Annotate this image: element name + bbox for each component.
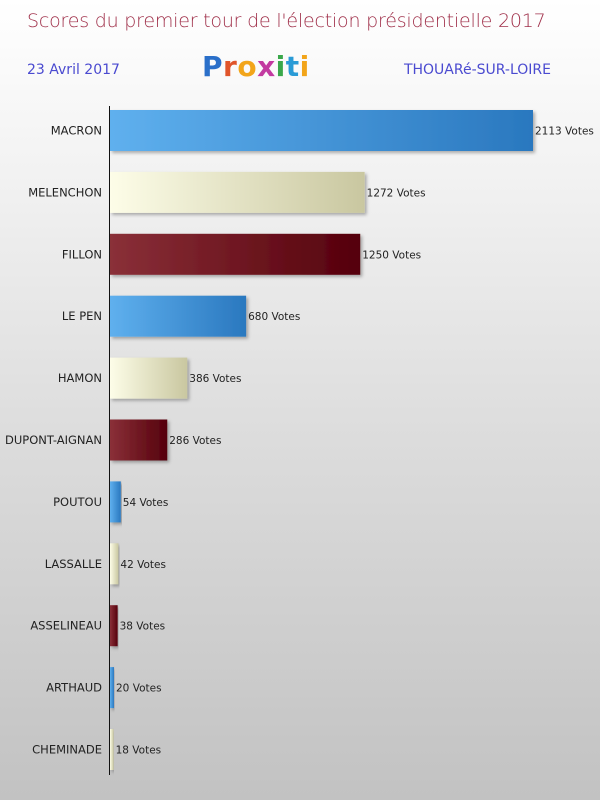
value-label: 18 Votes — [116, 745, 162, 757]
bar-arthaud — [110, 667, 115, 709]
category-label: CHEMINADE — [32, 743, 102, 757]
bar-fillon — [110, 233, 361, 275]
category-label: POUTOU — [53, 495, 102, 509]
category-label: ARTHAUD — [46, 681, 102, 695]
value-label: 38 Votes — [120, 621, 166, 633]
value-label: 386 Votes — [189, 373, 241, 385]
bar-lassalle — [110, 543, 119, 585]
category-label: HAMON — [58, 371, 102, 385]
bar-poutou — [110, 481, 121, 523]
category-label: LASSALLE — [45, 557, 102, 571]
bar-cheminade — [110, 729, 114, 770]
proxiti-logo: Proxiti — [202, 50, 310, 83]
bar-macron — [110, 110, 533, 151]
bar-melenchon — [110, 171, 365, 213]
city-name: THOUARé-SUR-LOIRE — [403, 62, 551, 78]
category-label: MELENCHON — [28, 185, 102, 199]
category-label: LE PEN — [62, 309, 102, 323]
election-date: 23 Avril 2017 — [27, 62, 120, 78]
value-label: 1250 Votes — [362, 249, 421, 261]
bar-hamon — [110, 357, 188, 399]
value-label: 680 Votes — [248, 311, 300, 323]
value-label: 1272 Votes — [367, 187, 426, 199]
category-label: DUPONT-AIGNAN — [5, 433, 102, 447]
bar-dupont-aignan — [110, 419, 168, 461]
value-label: 2113 Votes — [535, 126, 594, 138]
category-label: ASSELINEAU — [30, 619, 102, 633]
value-label: 54 Votes — [123, 497, 169, 509]
category-label: FILLON — [62, 247, 102, 261]
value-label: 286 Votes — [169, 435, 221, 447]
bar-asselineau — [110, 605, 118, 647]
value-label: 20 Votes — [116, 683, 162, 695]
bar-le pen — [110, 295, 247, 337]
category-label: MACRON — [51, 124, 102, 138]
chart-title: Scores du premier tour de l'élection pré… — [27, 10, 546, 32]
value-label: 42 Votes — [120, 559, 166, 571]
